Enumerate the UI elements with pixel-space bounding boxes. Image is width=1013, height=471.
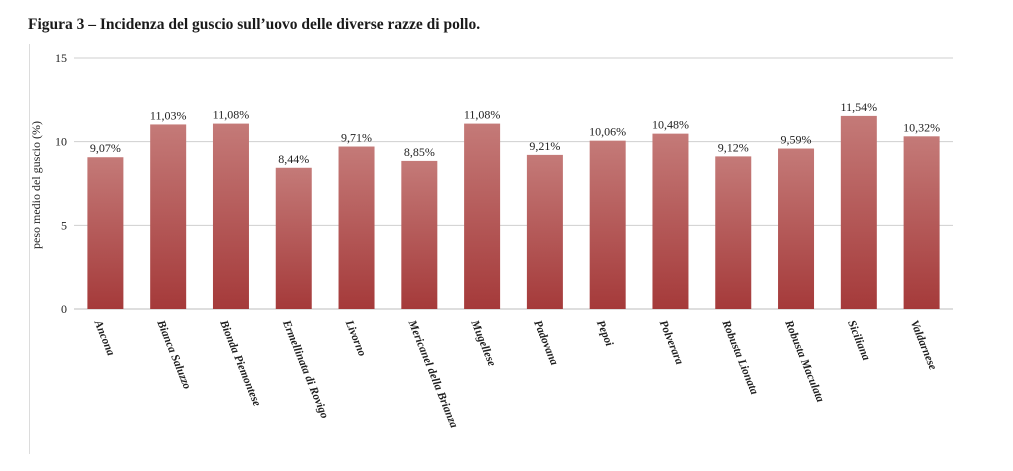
category-label: Polverara	[657, 319, 686, 367]
category-labels: Ancona Bianca Saluzzo Bionda Piemontese Erm…	[91, 318, 938, 430]
data-label: 11,03%	[150, 108, 187, 122]
category-label: Bianca Saluzzo	[154, 318, 193, 392]
category-label: Robusta Maculata	[782, 318, 826, 405]
data-label: 9,12%	[718, 140, 749, 154]
y-axis-label: peso medio del guscio (%)	[29, 121, 43, 249]
data-label: 9,21%	[529, 139, 560, 153]
gridlines	[74, 57, 953, 310]
bars	[87, 115, 940, 309]
bar	[589, 140, 626, 309]
data-labels: 9,07% 11,03% 11,08% 8,44% 9,71% 8,85% 11,08% 9,…	[90, 100, 940, 166]
data-label: 10,06%	[589, 125, 626, 139]
bar	[778, 148, 815, 309]
data-label: 11,54%	[841, 100, 878, 114]
category-label: Bionda Piemontese	[217, 318, 263, 408]
y-tick-label: 5	[61, 218, 67, 232]
bar	[840, 115, 877, 309]
data-label: 9,71%	[341, 131, 372, 145]
left-border-rule	[29, 44, 30, 454]
category-label: Mericanel della Brianza	[405, 318, 460, 430]
bar	[903, 136, 940, 309]
data-label: 9,07%	[90, 141, 121, 155]
data-label: 8,85%	[404, 145, 435, 159]
y-tick-label: 10	[55, 135, 67, 149]
category-label: Robusta Lionata	[719, 318, 760, 397]
category-label: Valdarnese	[908, 319, 939, 372]
category-label: Pepoi	[594, 319, 615, 349]
bar	[150, 124, 187, 309]
figure-title: Figura 3 – Incidenza del guscio sull’uov…	[28, 16, 481, 33]
y-tick-labels: 0 5 10 15	[55, 51, 67, 316]
data-label: 9,59%	[781, 133, 812, 147]
category-label: Padovana	[531, 319, 560, 368]
category-label: Siciliana	[845, 319, 872, 363]
category-label: Livorno	[342, 318, 368, 359]
bar	[464, 123, 501, 309]
data-label: 8,44%	[278, 152, 309, 166]
bar	[652, 133, 689, 309]
category-label: Mugellese	[468, 318, 498, 368]
data-label: 10,32%	[903, 120, 940, 134]
data-label: 11,08%	[213, 108, 250, 122]
bar	[87, 157, 124, 309]
y-tick-label: 15	[55, 51, 67, 65]
data-label: 10,48%	[652, 118, 689, 132]
bar	[212, 123, 249, 309]
bar	[715, 156, 752, 309]
bar	[526, 154, 563, 309]
bar	[401, 160, 438, 309]
bar	[275, 167, 312, 309]
category-label: Ermellinata di Rovigo	[280, 318, 331, 421]
bar	[338, 146, 375, 309]
data-label: 11,08%	[464, 108, 501, 122]
y-tick-label: 0	[61, 302, 67, 316]
category-label: Ancona	[91, 318, 116, 358]
